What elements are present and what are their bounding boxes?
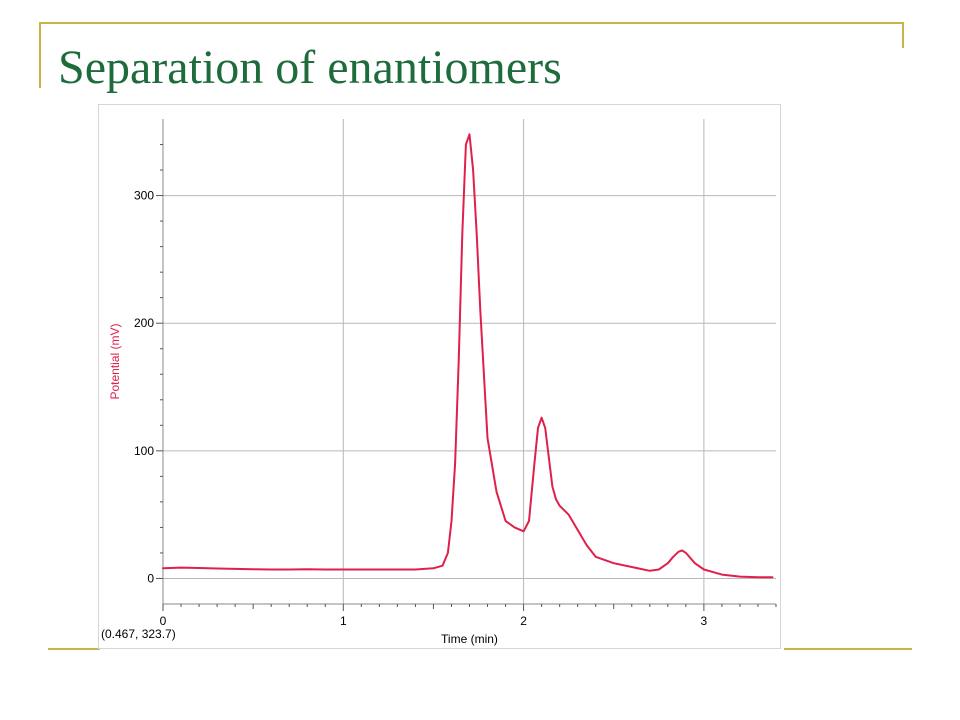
x-tick-label: 2	[520, 614, 527, 628]
cursor-readout: (0.467, 323.7)	[101, 627, 176, 641]
x-axis-title: Time (min)	[441, 632, 498, 646]
x-tick-label: 1	[340, 614, 347, 628]
y-tick-label: 100	[134, 444, 154, 458]
bottom-right-accent-line	[784, 648, 912, 650]
x-tick-label: 3	[701, 614, 708, 628]
y-axis-title: Potential (mV)	[108, 323, 122, 399]
chromatogram-chart: 0 1 2 3 0 100 200 300 Time (min) Potential (mV)…	[101, 119, 777, 646]
slide-title: Separation of enantiomers	[58, 41, 562, 94]
axes	[156, 119, 777, 611]
x-tick-label: 0	[160, 614, 167, 628]
y-tick-label: 300	[134, 189, 154, 203]
left-accent-line	[39, 22, 41, 88]
top-accent-line	[39, 22, 904, 24]
chart-panel: 0 1 2 3 0 100 200 300 Time (min) Potential (mV)…	[98, 104, 781, 649]
y-tick-label: 200	[134, 316, 154, 330]
series-line	[162, 133, 774, 579]
y-tick-label: 0	[147, 571, 154, 585]
grid	[162, 119, 776, 604]
right-accent-line	[902, 22, 904, 48]
tick-labels: 0 1 2 3 0 100 200 300	[134, 189, 708, 628]
bottom-left-accent-line	[48, 648, 100, 650]
series-layer	[162, 133, 774, 579]
